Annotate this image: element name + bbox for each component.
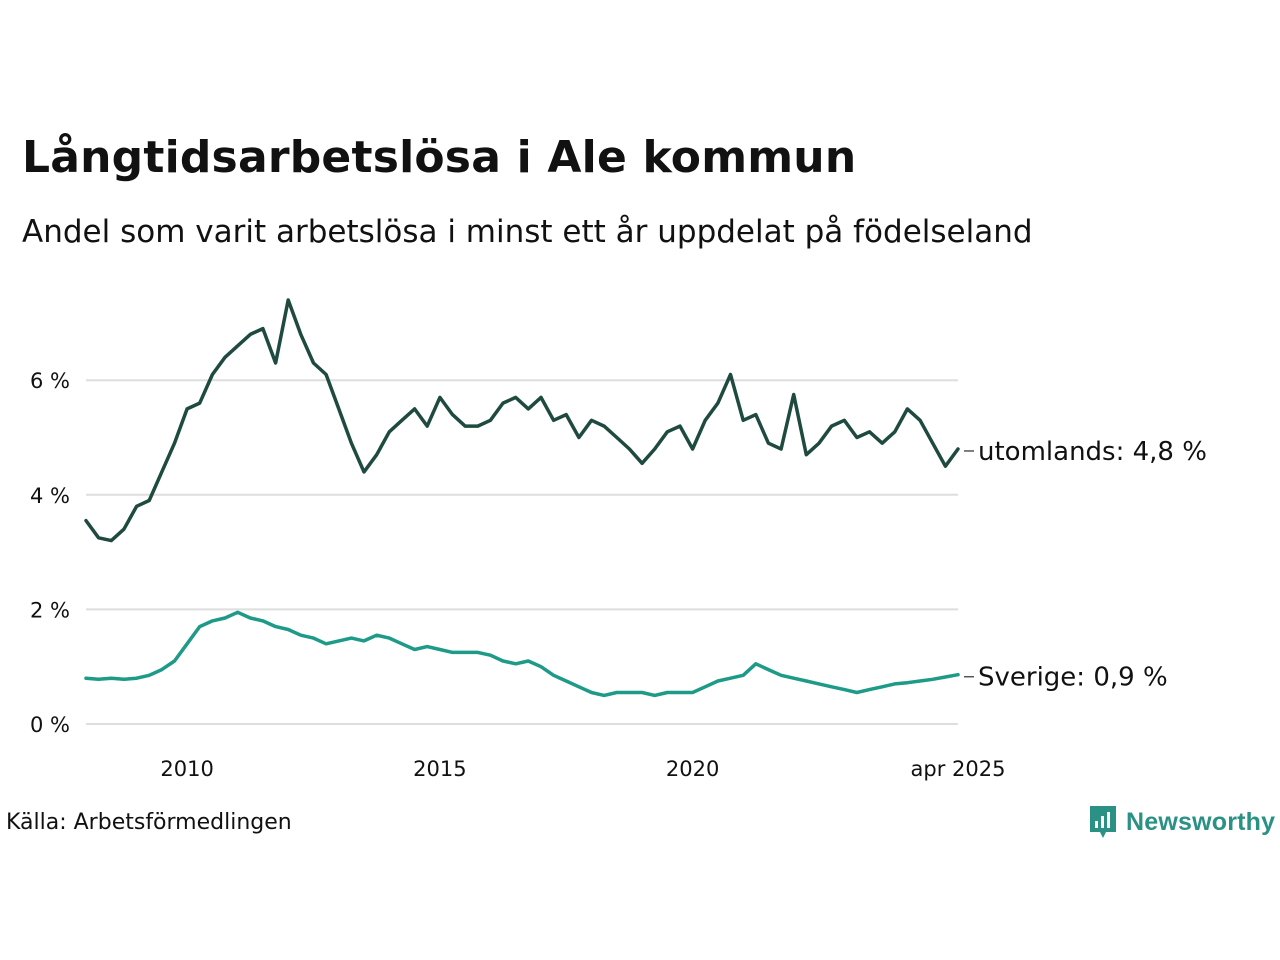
- grid-lines: [86, 379, 958, 725]
- x-tick-label: 2015: [413, 757, 466, 781]
- series-group: [84, 298, 960, 698]
- y-axis-ticks: 0 % 2 % 4 % 6 %: [30, 369, 70, 737]
- newsworthy-logo-icon: [1090, 806, 1116, 838]
- source-note: Källa: Arbetsförmedlingen: [6, 810, 292, 835]
- end-labels: utomlands: 4,8 % Sverige: 0,9 %: [964, 437, 1207, 693]
- x-tick-label: 2010: [160, 757, 213, 781]
- chart-subtitle: Andel som varit arbetslösa i minst ett å…: [22, 214, 1033, 250]
- y-tick-label: 0 %: [30, 713, 70, 737]
- x-tick-label: apr 2025: [911, 757, 1006, 781]
- x-axis-ticks: 2010 2015 2020 apr 2025: [160, 757, 1005, 781]
- series-line-utomlands: [84, 298, 960, 543]
- newsworthy-logo: Newsworthy: [1088, 804, 1275, 840]
- end-label-utomlands: utomlands: 4,8 %: [978, 437, 1207, 467]
- x-tick-label: 2020: [666, 757, 719, 781]
- end-label-sverige: Sverige: 0,9 %: [978, 663, 1168, 693]
- series-line-sverige: [84, 610, 960, 698]
- y-tick-label: 2 %: [30, 598, 70, 622]
- chart-title: Långtidsarbetslösa i Ale kommun: [22, 132, 857, 183]
- brand-name: Newsworthy: [1126, 807, 1276, 836]
- y-tick-label: 6 %: [30, 369, 70, 393]
- y-tick-label: 4 %: [30, 484, 70, 508]
